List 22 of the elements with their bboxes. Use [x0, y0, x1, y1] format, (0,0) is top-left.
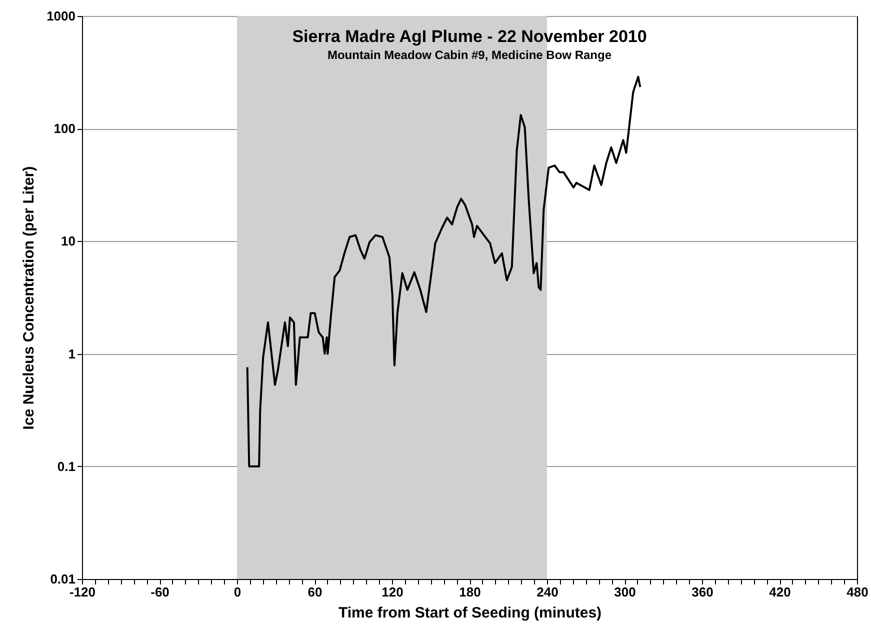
y-tick-label: 1000 [46, 8, 76, 24]
x-tick-label: 60 [308, 584, 322, 600]
text: Sierra Madre AgI Plume - 22 November 2010 [292, 27, 647, 46]
x-tick-label: 480 [846, 584, 868, 600]
x-tick-label: 300 [614, 584, 636, 600]
x-tick-label: 420 [769, 584, 791, 600]
x-tick-label: -120 [69, 584, 96, 600]
line-series [246, 76, 642, 468]
text: Mountain Meadow Cabin #9, Medicine Bow Range [327, 48, 612, 62]
x-tick-label: 360 [692, 584, 714, 600]
x-tick-label: 240 [536, 584, 558, 600]
x-axis-title: Time from Start of Seeding (minutes) [338, 604, 602, 622]
y-tick-label: 10 [61, 234, 76, 249]
x-tick-label: 120 [382, 584, 404, 600]
y-axis-title: Ice Nucleus Concentration (per Liter) [20, 166, 38, 430]
y-tick-label: 0.01 [50, 572, 76, 586]
x-tick-label: -60 [150, 584, 170, 600]
y-tick-label: 1 [68, 346, 76, 362]
x-tick-label: 180 [459, 584, 481, 600]
x-tick-label: 0 [234, 584, 242, 600]
y-tick-label: 100 [54, 121, 76, 136]
y-tick-label: 0.1 [57, 458, 76, 474]
